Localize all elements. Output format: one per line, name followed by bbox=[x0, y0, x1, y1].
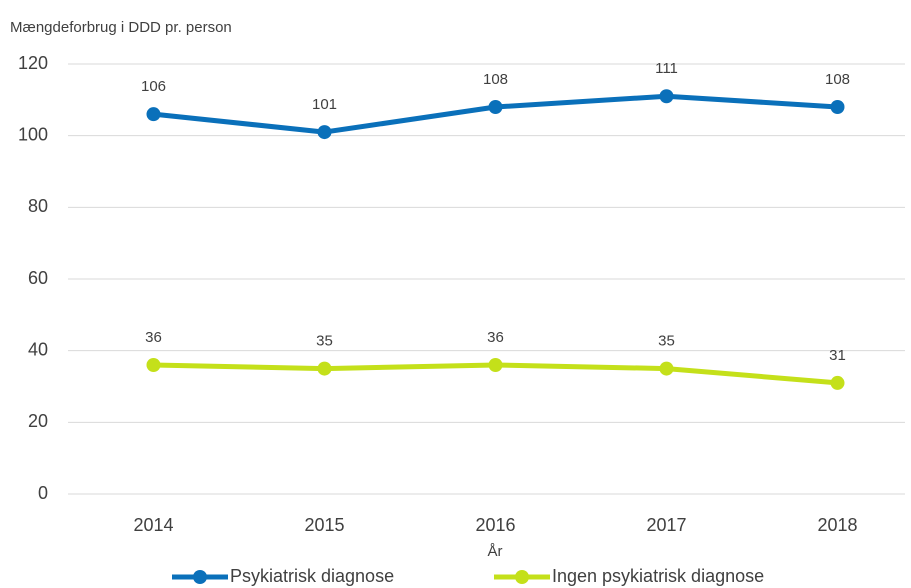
point bbox=[488, 358, 503, 372]
y-tick-label: 80 bbox=[28, 196, 48, 216]
point bbox=[146, 107, 161, 122]
data-label: 111 bbox=[655, 60, 678, 77]
x-tick-label: 2014 bbox=[133, 515, 173, 535]
legend-marker bbox=[515, 570, 529, 584]
point bbox=[659, 89, 674, 104]
data-label: 106 bbox=[141, 78, 166, 95]
data-label: 108 bbox=[825, 71, 850, 88]
point bbox=[488, 100, 503, 114]
y-tick-label: 120 bbox=[18, 53, 48, 73]
legend-label: Ingen psykiatrisk diagnose bbox=[552, 566, 764, 586]
y-axis-label: Mængdeforbrug i DDD pr. person bbox=[10, 19, 232, 36]
x-tick-label: 2017 bbox=[646, 515, 686, 535]
data-label: 36 bbox=[145, 329, 162, 346]
x-tick-label: 2016 bbox=[475, 515, 515, 535]
legend-marker bbox=[193, 570, 207, 584]
x-tick-label: 2015 bbox=[304, 515, 344, 535]
y-tick-label: 20 bbox=[28, 411, 48, 431]
data-label: 101 bbox=[312, 96, 337, 113]
x-axis-label: År bbox=[488, 543, 503, 560]
y-tick-label: 100 bbox=[18, 124, 48, 144]
point bbox=[659, 361, 674, 376]
legend-label: Psykiatrisk diagnose bbox=[230, 566, 394, 586]
point bbox=[146, 358, 161, 372]
point bbox=[830, 375, 845, 390]
data-label: 108 bbox=[483, 71, 508, 88]
y-tick-label: 60 bbox=[28, 268, 48, 288]
y-tick-label: 40 bbox=[28, 339, 48, 359]
x-tick-label: 2018 bbox=[817, 515, 857, 535]
point bbox=[830, 100, 845, 114]
point bbox=[317, 125, 332, 140]
data-label: 35 bbox=[316, 333, 333, 350]
y-tick-label: 0 bbox=[38, 483, 48, 503]
data-label: 36 bbox=[487, 329, 504, 346]
point bbox=[317, 361, 332, 376]
data-label: 35 bbox=[658, 333, 675, 350]
data-label: 31 bbox=[829, 347, 846, 364]
